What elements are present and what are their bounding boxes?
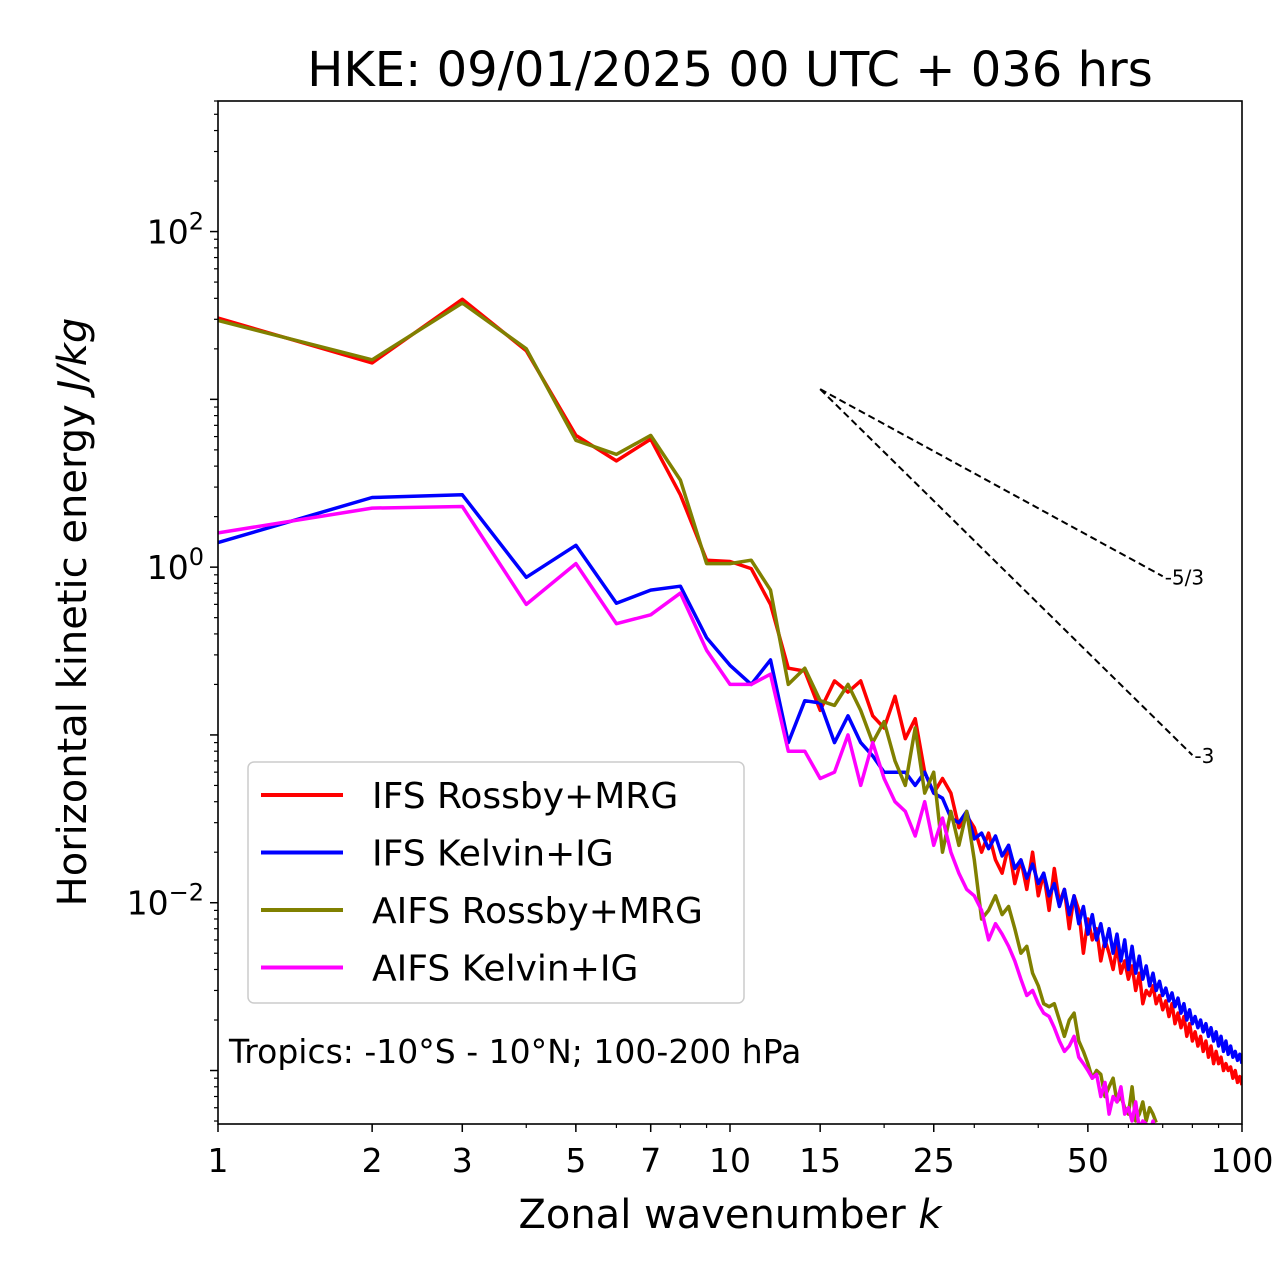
legend-label: AIFS Rossby+MRG	[372, 891, 703, 932]
y-tick-label: 100	[147, 543, 204, 587]
x-tick-label: 5	[565, 1141, 586, 1180]
y-tick-exponent: 0	[189, 543, 204, 571]
x-axis-label-var: k	[918, 1192, 943, 1238]
series-layer	[218, 297, 1242, 1124]
y-axis-label-text: Horizontal kinetic energy	[50, 404, 96, 906]
x-axis: 1 2 3 5 7 10 15 25 50 100	[208, 1124, 1274, 1180]
x-tick-label: 7	[640, 1141, 661, 1180]
y-tick-base: 10	[127, 884, 169, 923]
reference-slopes: -5/3 -3	[819, 388, 1214, 768]
series-line-2	[218, 493, 1242, 1065]
y-axis-label: Horizontal kinetic energy J/kg	[50, 318, 96, 907]
y-tick-label: 102	[147, 208, 204, 252]
y-tick-label: 10−2	[127, 879, 204, 923]
legend-label: AIFS Kelvin+IG	[372, 949, 638, 990]
x-tick-label: 1	[208, 1141, 229, 1180]
x-tick-label: 10	[709, 1141, 751, 1180]
x-tick-label: 25	[913, 1141, 955, 1180]
x-axis-label-text: Zonal wavenumber	[518, 1192, 906, 1238]
y-tick-base: 10	[147, 213, 189, 252]
reference-slope-label: -5/3	[1165, 565, 1204, 589]
reference-slope-line	[819, 388, 1194, 756]
y-tick-base: 10	[147, 548, 189, 587]
legend: IFS Rossby+MRG IFS Kelvin+IG AIFS Rossby+M…	[247, 761, 745, 1004]
plot-frame	[217, 100, 1243, 1125]
y-tick-exponent: 2	[189, 208, 204, 236]
reference-slope-line	[819, 388, 1164, 578]
legend-label: IFS Kelvin+IG	[372, 834, 614, 875]
x-tick-label: 100	[1211, 1141, 1274, 1180]
reference-slope-label: -3	[1194, 744, 1214, 768]
x-tick-label: 15	[799, 1141, 841, 1180]
x-tick-label: 2	[362, 1141, 383, 1180]
y-axis-label-unit: J/kg	[50, 318, 96, 399]
x-axis-label: Zonal wavenumber k	[518, 1192, 943, 1238]
x-tick-label: 3	[452, 1141, 473, 1180]
x-tick-label: 50	[1067, 1141, 1109, 1180]
y-tick-exponent: −2	[169, 879, 204, 907]
chart-title: HKE: 09/01/2025 00 UTC + 036 hrs	[307, 42, 1153, 98]
legend-frame	[247, 761, 745, 1004]
legend-label: IFS Rossby+MRG	[372, 776, 678, 817]
region-annotation: Tropics: -10°S - 10°N; 100-200 hPa	[228, 1032, 801, 1071]
series-line-4	[218, 504, 1156, 1124]
